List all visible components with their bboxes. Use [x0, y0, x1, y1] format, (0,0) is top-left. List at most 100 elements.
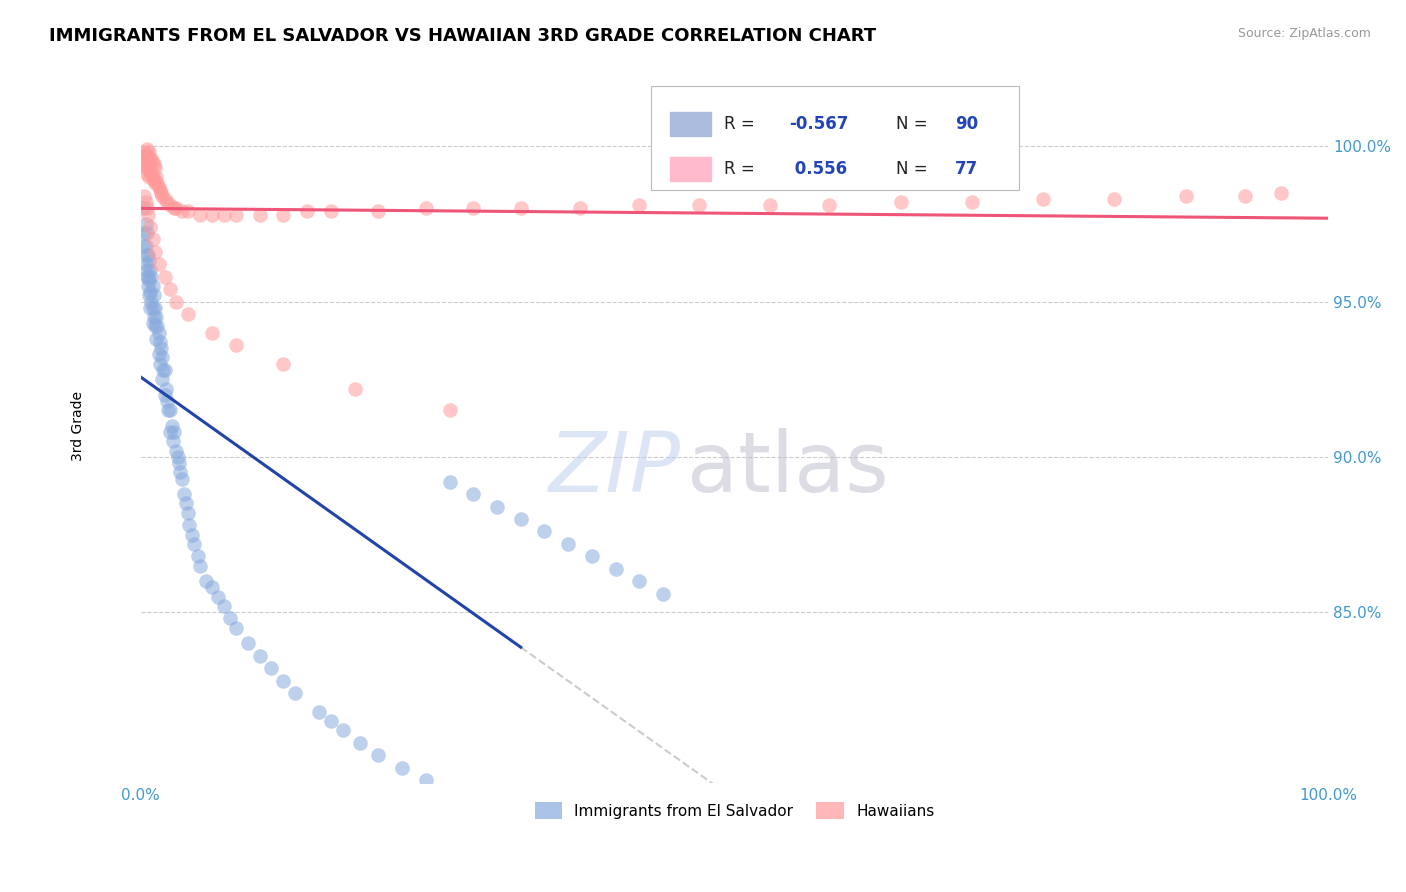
Point [143, 319, 166, 334]
Point [134, 189, 156, 203]
Point [134, 226, 156, 240]
Point [509, 512, 531, 526]
Point [135, 148, 157, 162]
Point [509, 202, 531, 216]
Point [236, 636, 259, 650]
Point [163, 425, 186, 439]
Point [142, 154, 165, 169]
Point [628, 574, 651, 588]
Text: 77: 77 [955, 160, 979, 178]
Legend: Immigrants from El Salvador, Hawaiians: Immigrants from El Salvador, Hawaiians [529, 796, 941, 825]
Point [153, 388, 176, 402]
Point [139, 152, 162, 166]
Point [142, 301, 165, 315]
Point [890, 195, 912, 210]
Text: IMMIGRANTS FROM EL SALVADOR VS HAWAIIAN 3RD GRADE CORRELATION CHART: IMMIGRANTS FROM EL SALVADOR VS HAWAIIAN … [49, 27, 876, 45]
Point [179, 518, 201, 533]
Point [134, 158, 156, 172]
Point [167, 456, 190, 470]
Point [173, 487, 195, 501]
Point [349, 736, 371, 750]
Point [149, 357, 172, 371]
Point [652, 586, 675, 600]
Point [145, 332, 167, 346]
Point [156, 195, 179, 210]
Point [135, 248, 157, 262]
Point [145, 310, 167, 324]
Point [172, 472, 194, 486]
Point [134, 238, 156, 252]
Point [463, 202, 485, 216]
Point [180, 527, 202, 541]
Point [187, 549, 209, 564]
Point [159, 403, 181, 417]
Point [150, 189, 173, 203]
Point [271, 673, 294, 688]
Point [212, 208, 235, 222]
Point [201, 208, 224, 222]
Point [143, 244, 166, 259]
Point [225, 621, 247, 635]
Point [148, 347, 170, 361]
Point [207, 590, 229, 604]
Point [148, 326, 170, 340]
Point [135, 161, 157, 175]
Text: Source: ZipAtlas.com: Source: ZipAtlas.com [1237, 27, 1371, 40]
Point [439, 475, 461, 489]
Point [141, 152, 163, 166]
Point [146, 319, 169, 334]
Point [153, 269, 176, 284]
Point [177, 204, 200, 219]
Point [142, 170, 165, 185]
Point [139, 285, 162, 300]
Point [136, 208, 159, 222]
Point [141, 294, 163, 309]
Point [141, 167, 163, 181]
Point [367, 748, 389, 763]
Point [145, 170, 167, 185]
Point [177, 506, 200, 520]
Text: R =: R = [724, 115, 759, 133]
Point [135, 195, 157, 210]
Point [332, 723, 354, 738]
Point [136, 148, 159, 162]
Point [149, 186, 172, 200]
FancyBboxPatch shape [671, 112, 710, 136]
Point [138, 158, 160, 172]
Point [183, 537, 205, 551]
Point [169, 466, 191, 480]
Point [132, 148, 155, 162]
Point [581, 549, 603, 564]
Point [188, 558, 211, 573]
Point [201, 580, 224, 594]
Point [136, 279, 159, 293]
Text: ZIP: ZIP [548, 428, 681, 509]
Point [134, 145, 156, 160]
Point [319, 204, 342, 219]
Point [142, 288, 165, 302]
Point [132, 202, 155, 216]
Text: N =: N = [896, 115, 932, 133]
Point [201, 326, 224, 340]
FancyBboxPatch shape [671, 157, 710, 181]
Point [249, 648, 271, 663]
Point [143, 177, 166, 191]
Point [142, 310, 165, 324]
Point [463, 487, 485, 501]
Point [319, 714, 342, 728]
Point [153, 192, 176, 206]
Point [135, 257, 157, 271]
Text: N =: N = [896, 160, 932, 178]
Point [149, 341, 172, 355]
Point [605, 562, 627, 576]
Point [415, 772, 437, 787]
Point [260, 661, 283, 675]
Point [628, 198, 651, 212]
Point [225, 338, 247, 352]
Point [142, 173, 165, 187]
Point [188, 208, 211, 222]
Point [569, 202, 592, 216]
Text: -0.567: -0.567 [789, 115, 848, 133]
Point [159, 425, 181, 439]
Point [271, 357, 294, 371]
